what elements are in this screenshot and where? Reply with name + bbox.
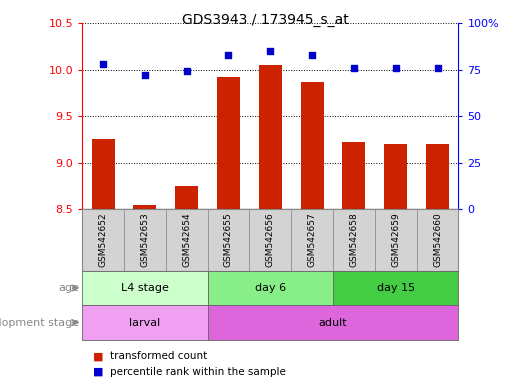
Bar xyxy=(217,77,240,209)
Bar xyxy=(426,144,449,209)
Bar xyxy=(208,271,333,305)
Text: day 15: day 15 xyxy=(377,283,415,293)
Bar xyxy=(333,271,458,305)
Text: L4 stage: L4 stage xyxy=(121,283,169,293)
Text: GSM542657: GSM542657 xyxy=(307,213,316,267)
Bar xyxy=(82,305,208,340)
Bar xyxy=(208,209,250,271)
Bar xyxy=(417,209,458,271)
Text: GSM542658: GSM542658 xyxy=(349,213,358,267)
Text: development stage: development stage xyxy=(0,318,80,328)
Point xyxy=(392,65,400,71)
Text: GDS3943 / 173945_s_at: GDS3943 / 173945_s_at xyxy=(182,13,348,27)
Bar xyxy=(92,139,114,209)
Bar xyxy=(166,209,208,271)
Bar xyxy=(124,209,166,271)
Bar xyxy=(82,271,208,305)
Text: day 6: day 6 xyxy=(255,283,286,293)
Text: percentile rank within the sample: percentile rank within the sample xyxy=(110,367,286,377)
Text: age: age xyxy=(59,283,80,293)
Bar xyxy=(82,209,124,271)
Text: transformed count: transformed count xyxy=(110,351,207,361)
Point xyxy=(434,65,442,71)
Text: GSM542652: GSM542652 xyxy=(99,213,108,267)
Text: ■: ■ xyxy=(93,351,103,361)
Text: larval: larval xyxy=(129,318,161,328)
Text: GSM542659: GSM542659 xyxy=(391,213,400,267)
Bar xyxy=(301,82,324,209)
Bar xyxy=(250,209,291,271)
Text: GSM542653: GSM542653 xyxy=(140,213,149,267)
Point xyxy=(224,51,233,58)
Point xyxy=(99,61,107,67)
Text: GSM542660: GSM542660 xyxy=(433,213,442,267)
Point xyxy=(350,65,358,71)
Bar xyxy=(259,65,282,209)
Bar xyxy=(175,186,198,209)
Point xyxy=(140,72,149,78)
Text: ■: ■ xyxy=(93,367,103,377)
Text: GSM542654: GSM542654 xyxy=(182,213,191,267)
Bar xyxy=(342,142,365,209)
Bar xyxy=(208,305,458,340)
Bar xyxy=(375,209,417,271)
Text: GSM542655: GSM542655 xyxy=(224,213,233,267)
Point xyxy=(182,68,191,74)
Text: GSM542656: GSM542656 xyxy=(266,213,275,267)
Bar xyxy=(333,209,375,271)
Bar xyxy=(291,209,333,271)
Bar xyxy=(134,205,156,209)
Point xyxy=(266,48,275,54)
Point xyxy=(308,51,316,58)
Bar xyxy=(384,144,407,209)
Text: adult: adult xyxy=(319,318,347,328)
